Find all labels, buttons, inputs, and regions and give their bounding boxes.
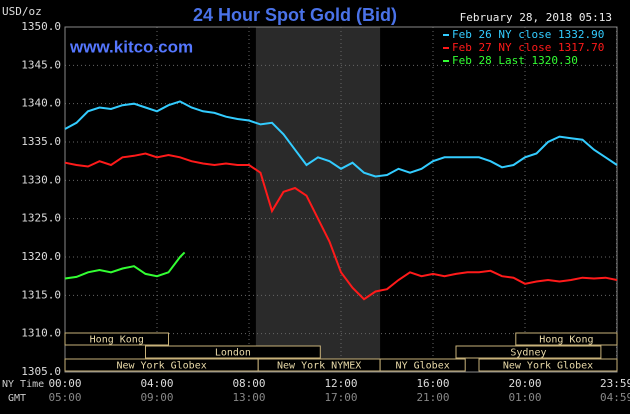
x-row-label: GMT	[8, 393, 26, 404]
y-tick-label: 1320.0	[21, 250, 61, 263]
y-tick-label: 1325.0	[21, 212, 61, 225]
highlight-band	[255, 27, 381, 372]
price-line	[64, 152, 618, 301]
y-tick-label: 1340.0	[21, 97, 61, 110]
session-label: New York NYMEX	[277, 361, 361, 372]
chart-title: 24 Hour Spot Gold (Bid)	[193, 5, 397, 25]
x-row-label: NY Time	[2, 379, 44, 390]
session-bar	[478, 358, 618, 372]
x-tick-label: 08:00	[232, 377, 265, 390]
x-tick-label: 04:00	[140, 377, 173, 390]
session-bar	[145, 345, 321, 359]
session-bar	[515, 332, 618, 346]
y-tick-label: 1335.0	[21, 135, 61, 148]
gmt-tick-label: 09:00	[140, 391, 173, 404]
y-tick-label: 1330.0	[21, 173, 61, 186]
price-line	[64, 251, 186, 280]
y-tick-label: 1310.0	[21, 327, 61, 340]
y-tick-label: 1315.0	[21, 288, 61, 301]
session-label: Hong Kong	[90, 335, 144, 346]
gmt-tick-label: 13:00	[232, 391, 265, 404]
x-tick-label: 20:00	[508, 377, 541, 390]
gmt-tick-label: 05:00	[48, 391, 81, 404]
y-tick-label: 1345.0	[21, 58, 61, 71]
session-bar	[455, 345, 602, 359]
x-tick-label: 00:00	[48, 377, 81, 390]
price-line	[64, 100, 618, 178]
unit-label: USD/oz	[2, 5, 42, 18]
watermark: www.kitco.com	[69, 37, 193, 56]
session-label: New York Globex	[503, 361, 593, 372]
session-label: NY Globex	[396, 361, 450, 372]
gmt-tick-label: 01:00	[508, 391, 541, 404]
timestamp: February 28, 2018 05:13	[460, 11, 612, 24]
legend-label: Feb 26 NY close 1332.90	[452, 28, 604, 41]
x-tick-label: 23:59	[600, 377, 630, 390]
session-label: Sydney	[510, 348, 546, 359]
x-tick-label: 16:00	[416, 377, 449, 390]
y-tick-label: 1305.0	[21, 365, 61, 378]
legend-label: Feb 28 Last 1320.30	[452, 54, 578, 67]
session-bar	[379, 358, 466, 372]
gmt-tick-label: 21:00	[416, 391, 449, 404]
session-bar	[64, 332, 169, 346]
gmt-tick-label: 04:59	[600, 391, 630, 404]
gmt-tick-label: 17:00	[324, 391, 357, 404]
y-tick-label: 1350.0	[21, 20, 61, 33]
session-label: New York Globex	[116, 361, 206, 372]
session-label: Hong Kong	[539, 335, 593, 346]
session-label: London	[215, 348, 251, 359]
plot-frame	[64, 26, 618, 373]
x-tick-label: 12:00	[324, 377, 357, 390]
legend-label: Feb 27 NY close 1317.70	[452, 41, 604, 54]
